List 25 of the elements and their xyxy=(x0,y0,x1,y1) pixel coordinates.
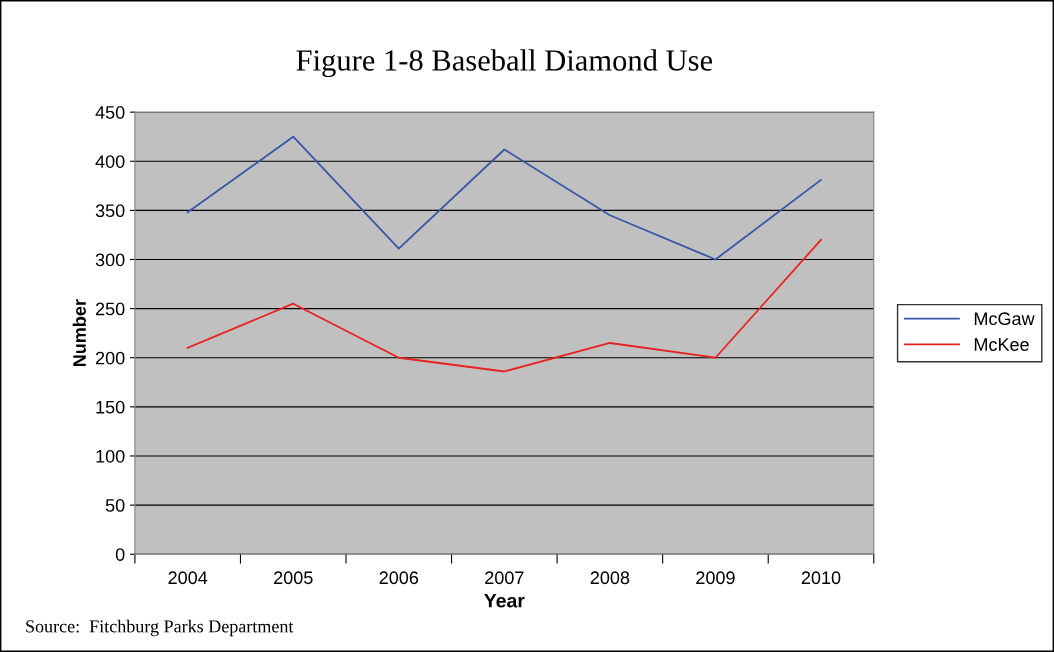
y-tick-label: 0 xyxy=(115,548,125,561)
y-tick-label: 50 xyxy=(105,499,125,512)
y-tick-label: 100 xyxy=(96,449,125,463)
x-tick-label: 2005 xyxy=(274,571,313,585)
y-tick-label: 400 xyxy=(95,155,125,168)
y-tick-label: 250 xyxy=(95,302,125,316)
x-tick-label: 2008 xyxy=(590,571,630,585)
x-tick-label: 2006 xyxy=(379,571,419,585)
legend-label: McKee xyxy=(974,338,1029,351)
x-tick-label: 2009 xyxy=(696,571,735,585)
chart-title: Figure 1-8 Baseball Diamond Use xyxy=(296,49,713,78)
legend-label: McGaw xyxy=(974,312,1035,326)
y-tick-label: 200 xyxy=(95,351,125,365)
line-series xyxy=(186,135,822,261)
x-tick-label: 2010 xyxy=(801,571,841,585)
y-axis-title: Number xyxy=(72,299,86,367)
y-tick-label: 150 xyxy=(96,400,125,414)
source-note: Source: Fitchburg Parks Department xyxy=(26,619,294,637)
line-series xyxy=(186,238,822,373)
x-tick-label: 2007 xyxy=(485,571,524,585)
y-tick-label: 350 xyxy=(95,204,125,218)
x-tick-label: 2004 xyxy=(168,571,208,585)
x-axis-title: Year xyxy=(484,593,525,608)
y-tick-label: 300 xyxy=(95,253,125,267)
y-tick-label: 450 xyxy=(95,106,125,119)
